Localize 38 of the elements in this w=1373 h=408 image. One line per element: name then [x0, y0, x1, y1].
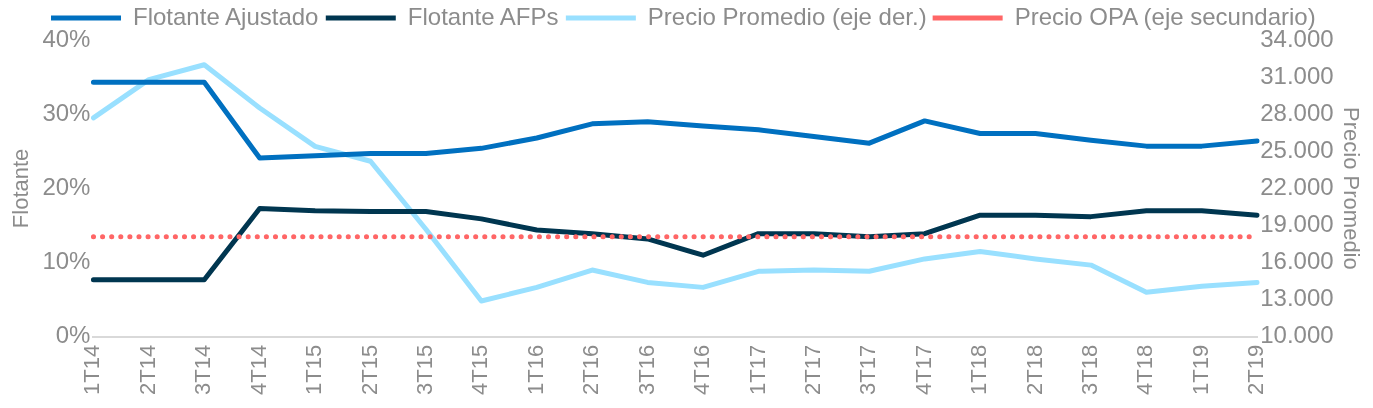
x-tick-label: 3T16: [633, 344, 659, 396]
y2-axis-title: Precio Promedio: [1338, 107, 1364, 270]
x-tick-label: 3T18: [1077, 344, 1103, 396]
y2-tick-label: 22.000: [1260, 173, 1334, 201]
x-tick-label: 2T15: [356, 344, 382, 396]
y2-tick-label: 13.000: [1260, 284, 1334, 312]
y2-tick-label: 16.000: [1260, 247, 1334, 275]
x-tick-label: 2T18: [1021, 344, 1047, 396]
legend-label: Precio Promedio (eje der.): [647, 2, 927, 30]
x-tick-label: 1T19: [1187, 344, 1213, 396]
x-tick-label: 4T17: [910, 344, 936, 396]
y-tick-label: 40%: [42, 24, 91, 52]
y2-tick-label: 28.000: [1260, 98, 1334, 126]
x-tick-label: 4T18: [1132, 344, 1158, 396]
x-tick-label: 1T16: [522, 344, 548, 396]
x-tick-label: 2T17: [799, 344, 825, 396]
x-tick-label: 1T15: [301, 344, 327, 396]
y-tick-label: 10%: [42, 247, 91, 275]
x-tick-label: 1T17: [744, 344, 770, 396]
x-tick-label: 2T16: [578, 344, 604, 396]
x-tick-label: 3T17: [855, 344, 881, 396]
y2-tick-label: 19.000: [1260, 210, 1334, 238]
y-axis-title: Flotante: [8, 148, 34, 229]
x-tick-label: 2T19: [1243, 344, 1269, 396]
y-tick-label: 20%: [42, 173, 91, 201]
x-tick-label: 4T16: [689, 344, 715, 396]
x-tick-label: 2T14: [134, 344, 160, 396]
x-tick-label: 3T14: [190, 344, 216, 396]
x-tick-label: 4T14: [245, 344, 271, 396]
x-tick-label: 1T18: [966, 344, 992, 396]
y2-tick-label: 25.000: [1260, 135, 1334, 163]
x-tick-label: 3T15: [412, 344, 437, 396]
y2-tick-label: 31.000: [1260, 61, 1334, 89]
x-tick-label: 4T15: [467, 344, 493, 396]
legend-label: Flotante AFPs: [407, 2, 559, 30]
y-tick-label: 30%: [42, 98, 91, 126]
x-tick-label: 1T14: [79, 344, 105, 396]
legend-label: Flotante Ajustado: [133, 2, 319, 30]
